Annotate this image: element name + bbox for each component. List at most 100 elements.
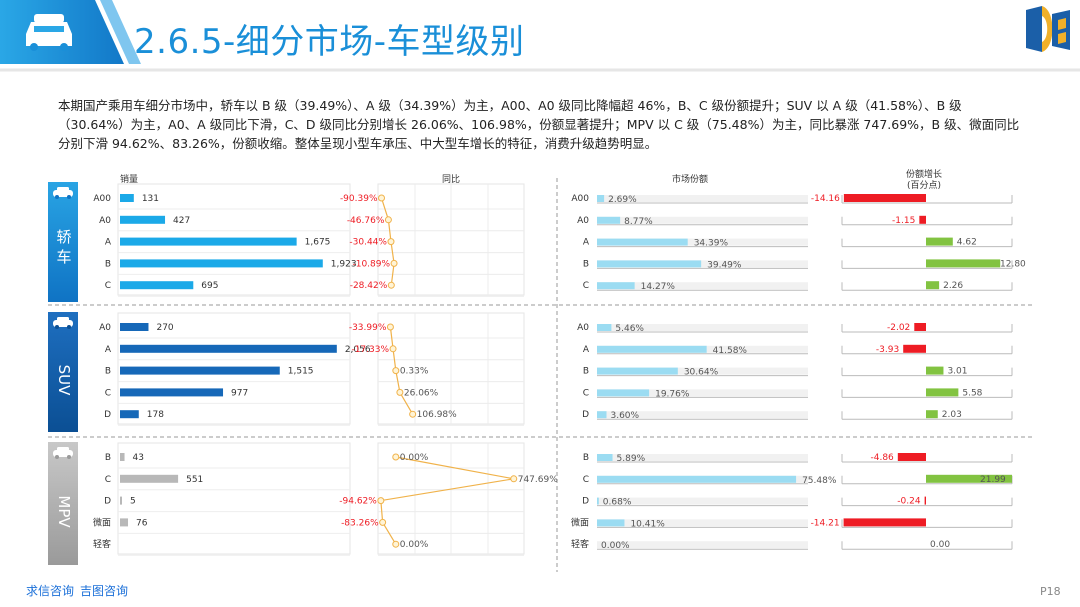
- change-bar-2-2: [924, 496, 926, 505]
- share-bar-1-0: [597, 324, 612, 331]
- share-change-unit: (百分点): [907, 180, 941, 191]
- group-label-2: MPV: [55, 495, 73, 528]
- share-category-1-4: D: [582, 410, 589, 420]
- car-icon: [26, 14, 72, 51]
- share-bar-0-2: [597, 238, 688, 246]
- share-label-0-4: 14.27%: [641, 282, 676, 292]
- share-category-2-0: B: [583, 453, 589, 463]
- share-label-1-3: 19.76%: [655, 389, 690, 399]
- yoy-point-1-0: [386, 323, 394, 331]
- yoy-header: 同比: [442, 173, 460, 185]
- yoy-point-0-3: [390, 259, 398, 267]
- change-label-0-0: -14.16: [811, 194, 840, 204]
- sales-label-2-1: 551: [186, 475, 203, 485]
- yoy-point-2-0: [392, 453, 400, 461]
- share-category-1-2: B: [583, 367, 589, 377]
- change-label-0-3: 12.80: [1000, 259, 1026, 269]
- group-label-0-b: 车: [56, 248, 71, 266]
- share-label-2-4: 0.00%: [601, 541, 630, 551]
- sales-bar-1-2: [120, 366, 280, 375]
- sales-label-2-0: 43: [133, 453, 144, 463]
- change-label-2-4: 0.00: [930, 540, 950, 550]
- footer-link-qiuxin[interactable]: 求信咨询: [26, 584, 75, 598]
- sales-bar-0-0: [120, 194, 134, 202]
- change-label-2-2: -0.24: [897, 497, 921, 507]
- share-label-0-2: 34.39%: [694, 239, 729, 249]
- sales-label-0-2: 1,675: [305, 238, 331, 248]
- group-label-1: SUV: [55, 365, 73, 397]
- sales-category-2-2: D: [104, 497, 111, 507]
- share-track-1-2: [597, 367, 808, 375]
- change-bar-0-2: [926, 237, 953, 246]
- share-bar-1-2: [597, 367, 678, 375]
- share-bar-0-0: [597, 195, 605, 202]
- sales-bar-1-4: [120, 410, 139, 419]
- sales-bar-2-0: [120, 453, 125, 461]
- change-label-2-3: -14.21: [811, 518, 840, 528]
- sales-category-2-0: B: [105, 453, 111, 463]
- share-bar-2-1: [597, 475, 797, 483]
- change-label-0-2: 4.62: [957, 238, 977, 248]
- sales-category-2-3: 微面: [93, 516, 111, 528]
- change-bar-1-0: [914, 323, 926, 331]
- mpv-car-icon: [53, 447, 73, 459]
- header: 2.6.5-细分市场-车型级别: [0, 0, 1080, 78]
- change-label-1-1: -3.93: [876, 345, 899, 355]
- share-category-0-3: B: [583, 259, 589, 269]
- sales-category-1-0: A0: [99, 323, 111, 333]
- sales-panel-1: [117, 312, 351, 425]
- share-header: 市场份额: [672, 173, 708, 185]
- sales-category-1-3: C: [105, 388, 111, 398]
- yoy-point-0-2: [387, 238, 395, 246]
- sales-bar-1-1: [120, 344, 337, 353]
- sales-category-0-4: C: [105, 281, 111, 291]
- change-label-0-4: 2.26: [943, 281, 963, 291]
- sales-category-1-4: D: [104, 410, 111, 420]
- share-bar-1-4: [597, 411, 607, 419]
- share-track-2-2: [597, 497, 808, 505]
- yoy-point-1-4: [409, 410, 417, 418]
- sales-category-0-1: A0: [99, 216, 111, 226]
- share-track-0-1: [597, 216, 808, 224]
- share-track-1-0: [597, 324, 808, 331]
- share-track-1-4: [597, 411, 808, 419]
- change-label-1-4: 2.03: [942, 410, 962, 420]
- change-label-1-3: 5.58: [962, 388, 982, 398]
- sales-category-0-0: A00: [93, 194, 111, 204]
- sales-label-2-3: 76: [136, 518, 148, 528]
- change-label-2-1: 21.99: [980, 475, 1006, 485]
- sales-label-1-4: 178: [147, 410, 164, 420]
- yoy-label-1-0: -33.99%: [349, 323, 387, 333]
- share-label-2-2: 0.68%: [603, 498, 632, 508]
- yoy-label-2-1: 747.69%: [518, 475, 558, 485]
- share-category-1-3: C: [583, 388, 589, 398]
- sales-bar-2-2: [120, 496, 122, 505]
- group-label-0: 轿: [56, 228, 71, 246]
- yoy-label-0-1: -46.76%: [347, 216, 385, 226]
- share-category-1-0: A0: [577, 323, 589, 333]
- share-category-2-2: D: [582, 497, 589, 507]
- share-change-header: 份额增长: [906, 168, 942, 180]
- share-label-1-2: 30.64%: [684, 368, 719, 378]
- group-tab-0: [48, 182, 78, 302]
- share-category-1-1: A: [583, 345, 590, 355]
- suv-car-icon: [53, 317, 73, 329]
- share-category-0-2: A: [583, 238, 590, 248]
- share-track-0-2: [597, 238, 808, 246]
- share-track-0-4: [597, 282, 808, 290]
- sales-label-0-3: 1,923: [331, 259, 357, 269]
- sales-bar-1-3: [120, 388, 224, 397]
- sales-bar-2-1: [120, 474, 179, 483]
- yoy-label-1-1: -17.33%: [351, 345, 389, 355]
- yoy-line-2: [380, 456, 514, 545]
- yoy-point-0-4: [387, 281, 395, 289]
- change-label-1-2: 3.01: [947, 367, 967, 377]
- share-bar-2-3: [597, 519, 625, 527]
- footer-link-jitu[interactable]: 吉图咨询: [80, 584, 129, 598]
- change-bar-2-0: [897, 453, 926, 461]
- yoy-point-2-1: [510, 475, 518, 483]
- header-banner: [0, 0, 1080, 72]
- yoy-label-1-3: 26.06%: [404, 388, 439, 398]
- yoy-label-1-4: 106.98%: [417, 410, 457, 420]
